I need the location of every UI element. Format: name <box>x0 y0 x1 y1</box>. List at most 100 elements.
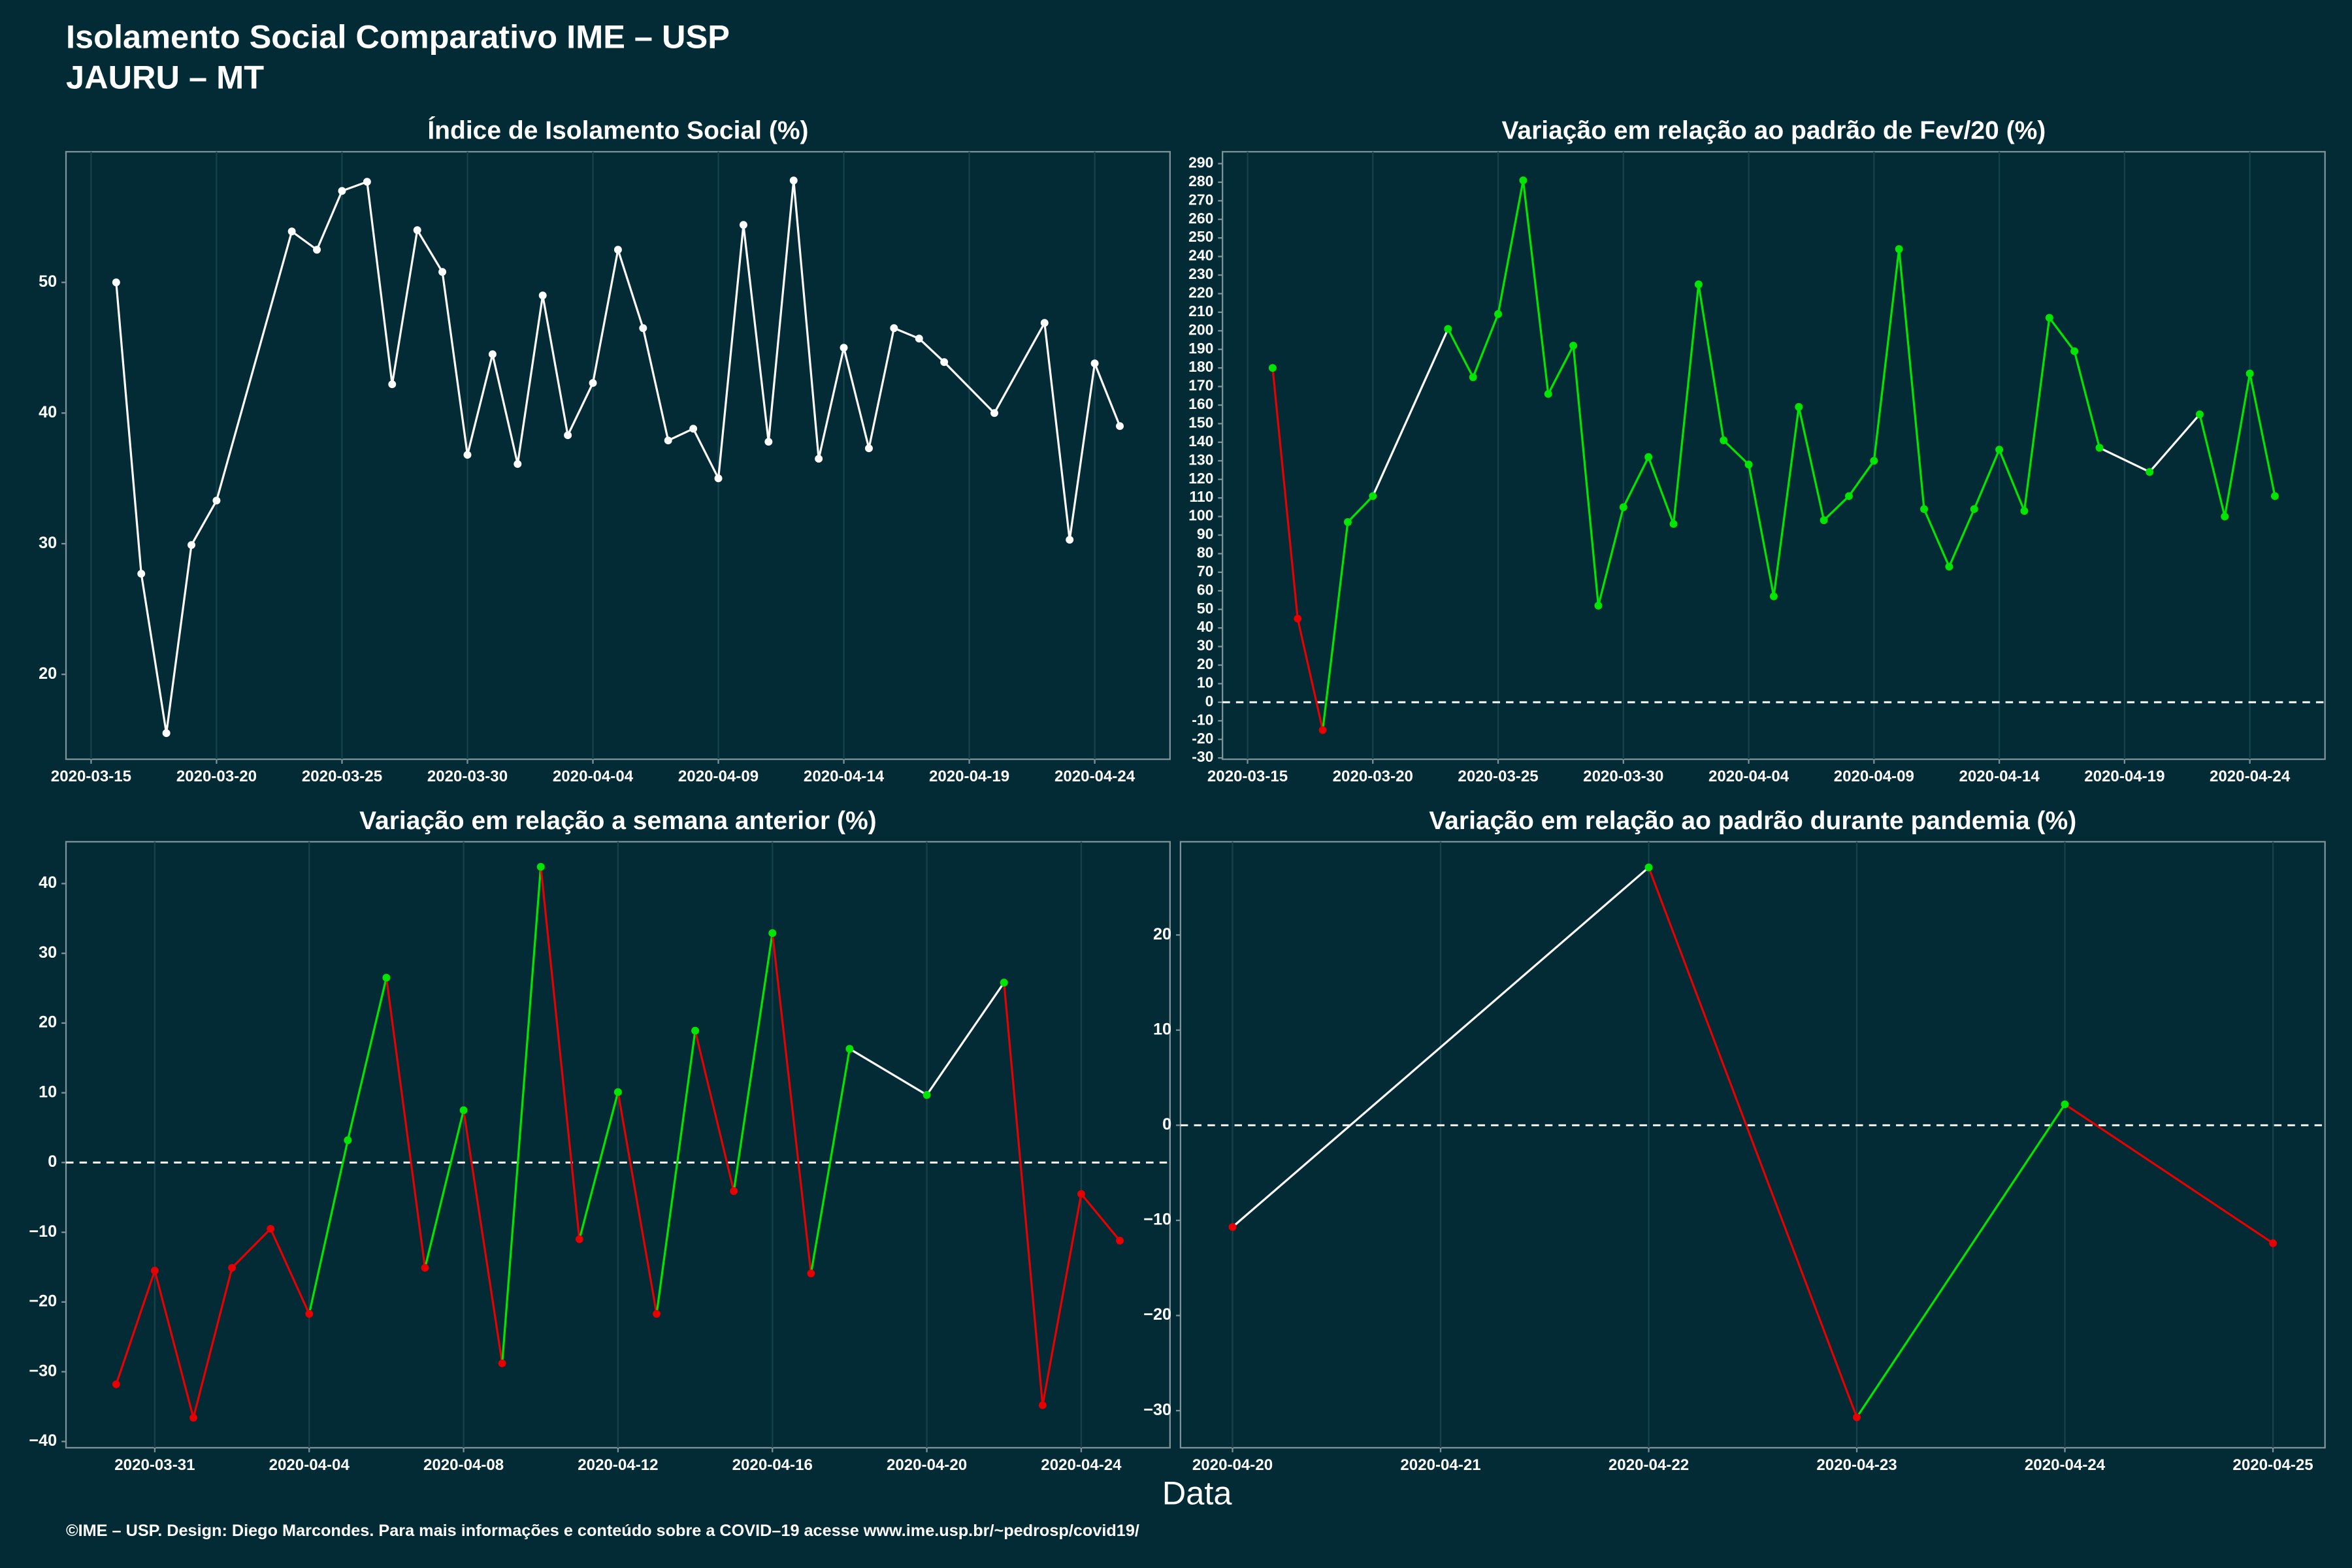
line-segment <box>809 1049 851 1274</box>
y-tick-label: 60 <box>1197 581 1214 598</box>
line-segment <box>1848 460 1875 497</box>
line-segment <box>668 427 694 442</box>
y-tick-label: 200 <box>1188 321 1213 338</box>
x-tick-label: 2020-04-21 <box>1400 1456 1480 1474</box>
data-point <box>1268 364 1277 372</box>
data-point <box>1870 457 1878 465</box>
y-tick-label: 20 <box>1197 655 1214 672</box>
line-segment <box>566 382 594 436</box>
line-segment <box>154 1270 195 1418</box>
y-tick-label: 220 <box>1188 284 1213 301</box>
line-segment <box>792 180 820 459</box>
y-tick-label: −10 <box>1143 1211 1171 1229</box>
x-tick-label: 2020-04-22 <box>1609 1456 1689 1474</box>
x-tick-label: 2020-04-24 <box>1054 768 1135 785</box>
line-segment <box>140 573 168 734</box>
data-point <box>1644 863 1653 872</box>
line-segment <box>617 1092 658 1315</box>
line-segment <box>1371 328 1449 497</box>
data-point <box>1040 319 1049 327</box>
line-segment <box>1747 464 1775 597</box>
data-point <box>1619 503 1627 512</box>
data-point <box>2045 314 2053 322</box>
y-tick-label: 240 <box>1188 247 1213 264</box>
data-point <box>845 1045 854 1053</box>
data-point <box>691 1026 700 1035</box>
x-tick-label: 2020-04-12 <box>578 1456 658 1474</box>
panel-title: Variação em relação ao padrão durante pa… <box>1429 807 2076 835</box>
line-segment <box>1622 456 1650 508</box>
y-tick-label: 120 <box>1188 470 1213 487</box>
data-point <box>764 438 773 446</box>
line-segment <box>771 933 812 1274</box>
y-tick-label: 250 <box>1188 228 1213 245</box>
data-point <box>1444 325 1452 333</box>
x-tick-label: 2020-04-20 <box>887 1456 967 1474</box>
line-segment <box>1347 495 1374 523</box>
line-segment <box>868 327 895 449</box>
data-point <box>1116 1236 1124 1245</box>
data-point <box>613 1088 622 1096</box>
y-tick-label: 20 <box>39 1013 57 1032</box>
data-point <box>689 425 698 433</box>
data-point <box>413 226 421 235</box>
line-segment <box>694 1030 735 1192</box>
y-tick-label: 290 <box>1188 154 1213 171</box>
line-segment <box>742 225 770 442</box>
line-segment <box>1068 363 1096 540</box>
data-point <box>2221 512 2229 521</box>
line-segment <box>1232 866 1650 1228</box>
y-tick-label: −10 <box>29 1222 57 1241</box>
line-segment <box>1823 495 1850 521</box>
line-segment <box>893 327 920 340</box>
y-tick-label: 30 <box>39 943 57 962</box>
data-point <box>438 268 447 276</box>
x-tick-label: 2020-04-04 <box>553 768 634 785</box>
line-segment <box>642 327 670 441</box>
line-segment <box>1271 368 1299 619</box>
y-tick-label: 210 <box>1188 302 1213 319</box>
line-segment <box>2148 414 2201 473</box>
data-point <box>1369 492 1377 500</box>
x-tick-label: 2020-04-08 <box>423 1456 504 1474</box>
line-segment <box>366 182 393 385</box>
data-point <box>1569 342 1578 350</box>
data-point <box>1116 422 1124 431</box>
data-point <box>730 1187 738 1196</box>
data-point <box>815 455 823 463</box>
plot-area <box>1222 151 2326 760</box>
x-tick-label: 2020-04-04 <box>1708 768 1789 785</box>
data-point <box>1594 602 1603 610</box>
data-point <box>421 1264 429 1272</box>
data-point <box>363 178 371 186</box>
line-segment <box>1647 457 1675 525</box>
line-segment <box>926 982 1005 1096</box>
line-segment <box>1321 521 1349 730</box>
line-segment <box>1723 439 1750 466</box>
data-point <box>344 1136 352 1145</box>
line-segment <box>308 1139 349 1315</box>
data-point <box>228 1264 237 1272</box>
line-segment <box>591 249 619 384</box>
x-axis-label: Data <box>1162 1475 1233 1512</box>
y-tick-label: -20 <box>1192 730 1213 747</box>
y-tick-label: 70 <box>1197 563 1214 580</box>
data-point <box>664 436 672 445</box>
data-point <box>1494 310 1503 318</box>
data-point <box>915 335 923 343</box>
data-point <box>2269 1239 2278 1247</box>
x-tick-label: 2020-04-19 <box>2084 768 2164 785</box>
y-tick-label: −20 <box>1143 1305 1171 1324</box>
y-tick-label: 50 <box>39 272 57 291</box>
data-point <box>1228 1223 1237 1232</box>
line-segment <box>767 180 795 442</box>
chart-subtitle: JAURU – MT <box>66 58 264 95</box>
line-segment <box>341 180 368 192</box>
line-segment <box>1296 618 1324 730</box>
y-tick-label: −30 <box>29 1362 57 1380</box>
data-point <box>990 409 998 417</box>
y-tick-label: 160 <box>1188 395 1213 412</box>
data-point <box>1077 1190 1085 1198</box>
data-point <box>382 973 391 982</box>
y-tick-label: 130 <box>1188 451 1213 468</box>
